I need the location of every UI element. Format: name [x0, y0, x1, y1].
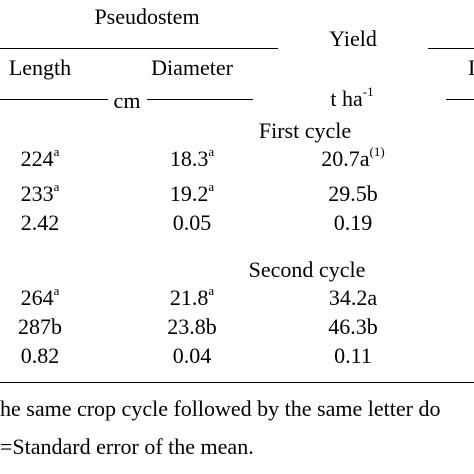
fc-row3-length: 2.42	[20, 210, 60, 235]
sc-row3-diameter: 0.04	[172, 343, 212, 368]
units-rule-right	[147, 99, 253, 100]
fc-row2-length: 233a	[20, 178, 60, 206]
footnote-line-2: =Standard error of the mean.	[0, 434, 254, 459]
fc-row2-yield: 29.5b	[328, 181, 378, 206]
yield-header: Yield	[329, 26, 377, 51]
partial-column-header: I	[468, 55, 474, 80]
sc-row3-length: 0.82	[20, 343, 60, 368]
footnote-line-1: he same crop cycle followed by the same …	[0, 396, 441, 421]
first-cycle-label: First cycle	[258, 118, 352, 143]
fc-row3-yield: 0.19	[333, 210, 373, 235]
sc-row1-length: 264a	[20, 282, 60, 310]
cm-unit: cm	[113, 88, 141, 113]
next-group-underline	[428, 48, 474, 49]
sc-row2-yield: 46.3b	[328, 314, 378, 339]
sc-row1-yield: 34.2a	[328, 285, 378, 310]
sc-row1-diameter: 21.8a	[169, 282, 215, 310]
fc-row1-yield: 20.7a(1)	[321, 143, 385, 171]
units-rule-left	[0, 99, 108, 100]
sc-row2-length: 287b	[18, 314, 62, 339]
table-bottom-rule	[0, 382, 474, 383]
fc-row2-diameter: 19.2a	[169, 178, 215, 206]
second-cycle-label: Second cycle	[248, 257, 366, 282]
fc-row1-diameter: 18.3a	[169, 143, 215, 171]
pseudostem-underline	[0, 48, 278, 49]
pseudostem-header: Pseudostem	[94, 4, 200, 29]
yield-unit: t ha-1	[330, 83, 374, 111]
fc-row1-length: 224a	[20, 143, 60, 171]
diameter-column-header: Diameter	[151, 55, 233, 80]
units-rule-far	[446, 99, 474, 100]
fc-row3-diameter: 0.05	[172, 210, 212, 235]
sc-row3-yield: 0.11	[334, 343, 372, 368]
length-column-header: Length	[8, 55, 72, 80]
sc-row2-diameter: 23.8b	[167, 314, 217, 339]
